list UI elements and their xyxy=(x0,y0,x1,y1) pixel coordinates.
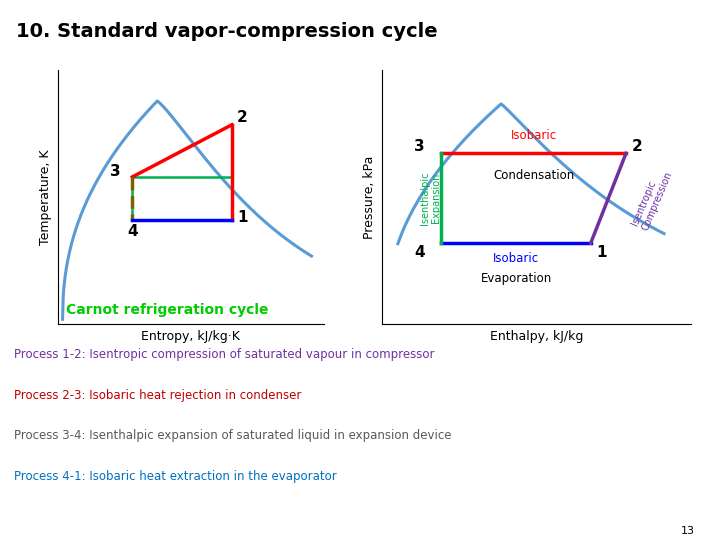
X-axis label: Enthalpy, kJ/kg: Enthalpy, kJ/kg xyxy=(490,329,583,342)
X-axis label: Entropy, kJ/kg·K: Entropy, kJ/kg·K xyxy=(141,329,240,342)
Text: Process 3-4: Isenthalpic expansion of saturated liquid in expansion device: Process 3-4: Isenthalpic expansion of sa… xyxy=(14,429,452,442)
Text: Isobaric: Isobaric xyxy=(493,252,539,265)
Text: 1: 1 xyxy=(237,210,248,225)
Text: 10. Standard vapor-compression cycle: 10. Standard vapor-compression cycle xyxy=(17,22,438,40)
Text: 3: 3 xyxy=(110,164,120,179)
Text: Isenthalpic
Expansion: Isenthalpic Expansion xyxy=(420,172,441,225)
Text: 4: 4 xyxy=(414,245,425,260)
Y-axis label: Pressure, kPa: Pressure, kPa xyxy=(363,156,376,239)
Text: Condensation: Condensation xyxy=(493,169,575,182)
Text: Process 1-2: Isentropic compression of saturated vapour in compressor: Process 1-2: Isentropic compression of s… xyxy=(14,348,435,361)
Text: 1: 1 xyxy=(596,245,607,260)
Text: Process 2-3: Isobaric heat rejection in condenser: Process 2-3: Isobaric heat rejection in … xyxy=(14,389,302,402)
Text: 2: 2 xyxy=(631,139,642,154)
Text: Process 4-1: Isobaric heat extraction in the evaporator: Process 4-1: Isobaric heat extraction in… xyxy=(14,470,337,483)
Text: Isobaric: Isobaric xyxy=(510,129,557,142)
Text: 3: 3 xyxy=(414,139,425,154)
Text: 4: 4 xyxy=(127,224,138,239)
Text: 13: 13 xyxy=(681,525,695,536)
Text: Isentropic
Compression: Isentropic Compression xyxy=(630,165,675,232)
Text: Evaporation: Evaporation xyxy=(480,272,552,285)
Y-axis label: Temperature, K: Temperature, K xyxy=(39,150,52,245)
Text: Carnot refrigeration cycle: Carnot refrigeration cycle xyxy=(66,303,268,317)
Text: 2: 2 xyxy=(237,110,248,125)
